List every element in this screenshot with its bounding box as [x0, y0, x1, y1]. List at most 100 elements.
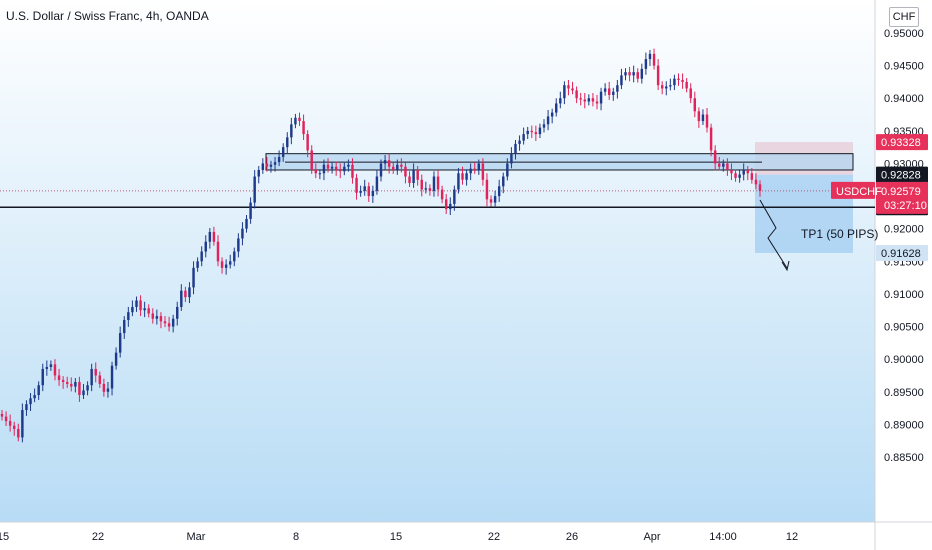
candle-body: [118, 333, 122, 353]
candle-body: [457, 173, 460, 190]
candle-body: [713, 150, 717, 164]
level-0-93328-tag-label: 0.93328: [881, 137, 921, 149]
candle-body: [200, 251, 203, 262]
level-0-93328-tag: [876, 134, 928, 151]
candle-body: [518, 140, 521, 144]
candle-body: [65, 381, 69, 384]
candle-body: [758, 184, 762, 191]
level-0-91628-tag: [876, 244, 928, 261]
candle-body: [277, 156, 281, 163]
candle-body: [730, 169, 733, 174]
candle-body: [367, 186, 370, 197]
candle-body: [502, 176, 505, 187]
candle-body: [555, 103, 558, 113]
time-tick-label: 12: [786, 531, 798, 543]
candle-body: [432, 176, 436, 191]
time-tick-label: 26: [566, 531, 578, 543]
candle-body: [290, 124, 293, 138]
candle-body: [188, 287, 191, 298]
candle-body: [408, 176, 411, 184]
candle-body: [595, 101, 599, 104]
candle-body: [420, 179, 423, 190]
level-0-92828-tag: [876, 166, 928, 183]
candle-body: [139, 300, 142, 311]
candle-body: [351, 164, 354, 178]
chart-title: U.S. Dollar / Swiss Franc, 4h, OANDA: [6, 9, 209, 23]
candle-body: [591, 98, 595, 102]
candle-body: [489, 199, 493, 203]
candle-body: [636, 72, 639, 79]
candle-body: [257, 169, 260, 177]
candle-body: [742, 169, 745, 175]
candle-body: [220, 261, 224, 268]
currency-button[interactable]: CHF: [889, 7, 919, 27]
candle-body: [620, 75, 623, 86]
candle-body: [90, 368, 93, 386]
candle-body: [387, 160, 391, 167]
candle-body: [33, 395, 36, 399]
candle-body: [473, 168, 476, 170]
candle-body: [334, 166, 338, 170]
candle-body: [241, 228, 244, 239]
candle-body: [318, 173, 322, 175]
candle-body: [74, 381, 77, 387]
candle-body: [685, 81, 688, 89]
candle-body: [45, 366, 49, 369]
candle-body: [233, 251, 236, 262]
candle-body: [261, 163, 265, 170]
projection-path[interactable]: [759, 199, 788, 269]
candle-body: [746, 169, 749, 174]
candle-body: [697, 111, 701, 122]
candle-body: [253, 176, 256, 203]
candle-body: [656, 65, 660, 86]
candle-body: [147, 308, 150, 314]
symbol-tag: [831, 181, 875, 199]
current-price-tag: [876, 181, 928, 214]
candle-body: [53, 364, 57, 376]
candle-body: [665, 86, 668, 89]
candle-body: [171, 318, 175, 327]
candle-body: [29, 398, 32, 405]
candle-body: [294, 117, 297, 125]
candle-body: [404, 166, 407, 177]
candle-body: [575, 90, 578, 99]
candle-body: [302, 121, 305, 135]
candle-body: [192, 267, 195, 288]
candle-body: [363, 186, 366, 191]
candle-body: [754, 179, 758, 185]
candle-body: [228, 261, 232, 265]
candle-body: [530, 130, 534, 133]
candle-body: [461, 173, 464, 180]
candle-body: [330, 166, 334, 169]
price-tick-label: 0.94000: [884, 93, 924, 105]
candle-body: [506, 163, 509, 177]
candle-body: [705, 114, 709, 128]
candle-body: [396, 164, 399, 170]
candle-body: [428, 188, 432, 191]
candle-body: [550, 112, 554, 117]
candle-body: [660, 85, 664, 89]
candle-body: [176, 306, 179, 319]
time-tick-label: 22: [488, 531, 500, 543]
candle-body: [587, 98, 591, 102]
candle-body: [94, 368, 97, 376]
candle-body: [538, 127, 542, 135]
candle-body: [571, 88, 574, 91]
candle-body: [563, 85, 566, 99]
candle-body: [163, 321, 167, 324]
candle-body: [347, 164, 350, 167]
candle-body: [245, 218, 248, 229]
price-tick-label: 0.88500: [884, 452, 924, 464]
price-tick-label: 0.91000: [884, 289, 924, 301]
candle-body: [314, 169, 318, 174]
candle-body: [709, 127, 713, 151]
time-tick-label: 22: [92, 531, 104, 543]
candle-body: [8, 421, 12, 426]
candle-body: [102, 383, 106, 392]
candle-body: [237, 238, 240, 252]
time-tick-label: Mar: [187, 531, 206, 543]
candle-body: [681, 79, 684, 82]
candle-body: [424, 188, 428, 190]
